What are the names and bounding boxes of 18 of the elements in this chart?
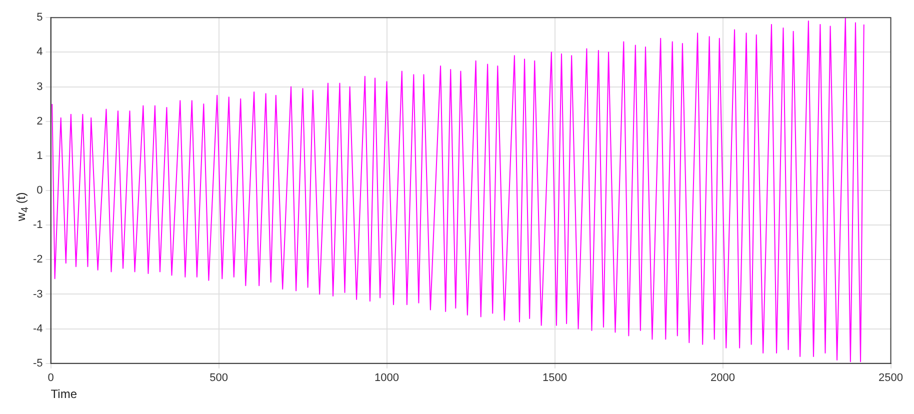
y-tick-label: 4 <box>36 46 43 58</box>
x-tick-label: 2500 <box>878 372 904 384</box>
y-tick-label: 1 <box>36 150 43 162</box>
y-tick-label: 2 <box>36 115 43 128</box>
x-axis-title: Time <box>50 387 78 402</box>
x-tick-label: 1000 <box>374 372 400 384</box>
x-tick-label: 0 <box>48 372 54 384</box>
y-tick-label: 5 <box>36 12 43 24</box>
y-tick-label: -2 <box>33 254 43 266</box>
x-tick-label: 500 <box>210 372 228 384</box>
y-tick-label: 0 <box>36 184 43 197</box>
x-tick-label: 2000 <box>710 372 736 384</box>
y-tick-label: -4 <box>33 322 43 335</box>
y-tick-label: -3 <box>33 288 43 300</box>
y-tick-label: -5 <box>33 357 43 370</box>
y-tick-label: -1 <box>33 219 43 232</box>
y-tick-label: 3 <box>36 80 43 93</box>
x-tick-label: 1500 <box>542 372 568 384</box>
